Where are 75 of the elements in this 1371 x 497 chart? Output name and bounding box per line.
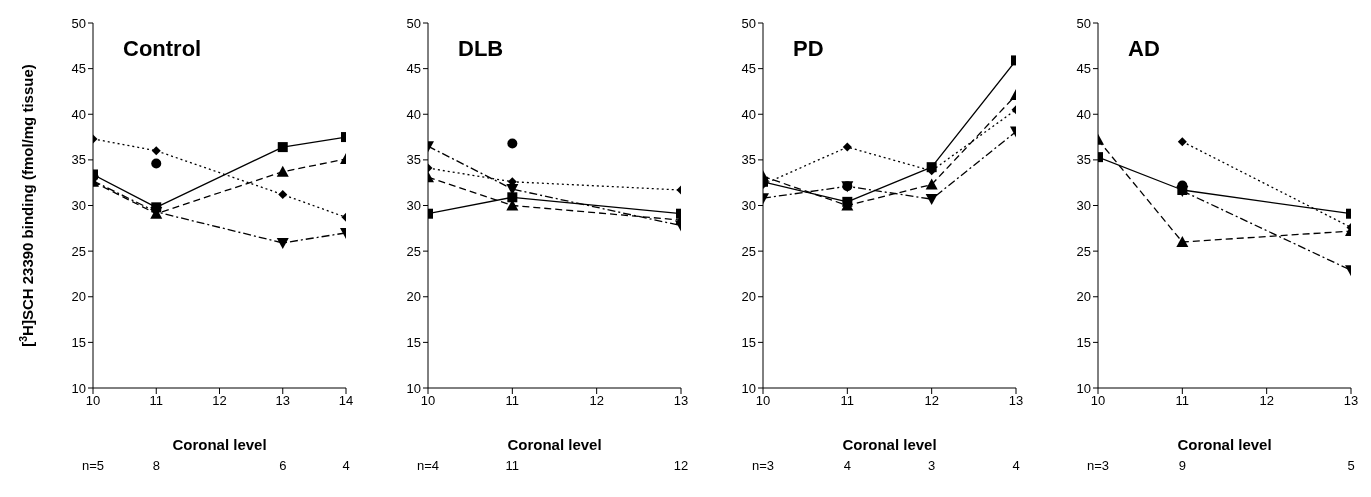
y-tick-label: 15 xyxy=(406,334,421,350)
text: 11 xyxy=(505,458,520,474)
x-tick-label: 13 xyxy=(275,393,290,409)
y-tick-label: 15 xyxy=(71,334,86,350)
y-tick-label: 50 xyxy=(741,15,756,31)
text: Control xyxy=(123,36,202,62)
y-tick-label: 45 xyxy=(71,61,86,77)
text: AD xyxy=(1128,36,1160,62)
x-tick-label: 13 xyxy=(1008,393,1024,409)
y-tick-label: 30 xyxy=(71,198,86,214)
y-tick-label: 15 xyxy=(741,334,756,350)
y-tick-label: 20 xyxy=(406,289,421,305)
text: PD xyxy=(793,36,824,62)
x-tick-label: 11 xyxy=(149,393,163,409)
text: n=3 xyxy=(751,458,775,474)
y-tick-label: 20 xyxy=(71,289,86,305)
y-tick-label: 25 xyxy=(1076,243,1091,259)
x-tick-label: 12 xyxy=(212,393,227,409)
y-tick-label: 10 xyxy=(71,380,86,396)
y-tick-label: 20 xyxy=(1076,289,1091,305)
x-tick-label: 12 xyxy=(1259,393,1274,409)
y-tick-label: 45 xyxy=(741,61,756,77)
x-tick-label: 10 xyxy=(755,393,771,409)
y-tick-label: 15 xyxy=(1076,334,1091,350)
text: n=5 xyxy=(81,458,105,474)
y-tick-label: 50 xyxy=(71,15,86,31)
text: 5 xyxy=(1347,458,1355,474)
x-tick-label: 10 xyxy=(1090,393,1106,409)
x-axis-title: Coronal level xyxy=(1177,436,1272,453)
y-tick-label: 50 xyxy=(1076,15,1091,31)
text: 12 xyxy=(673,458,689,474)
y-tick-label: 25 xyxy=(741,243,756,259)
y-tick-label: 10 xyxy=(1076,380,1091,396)
x-tick-label: 10 xyxy=(420,393,436,409)
y-tick-label: 30 xyxy=(406,198,421,214)
y-tick-label: 30 xyxy=(741,198,756,214)
x-tick-label: 14 xyxy=(338,393,354,409)
y-tick-label: 40 xyxy=(406,106,421,122)
text: 4 xyxy=(342,458,350,474)
y-tick-label: 30 xyxy=(1076,198,1091,214)
text: 4 xyxy=(843,458,851,474)
y-tick-label: 35 xyxy=(406,152,421,168)
y-tick-label: 25 xyxy=(71,243,86,259)
y-tick-label: 45 xyxy=(406,61,421,77)
text: n=4 xyxy=(416,458,440,474)
x-tick-label: 13 xyxy=(1343,393,1359,409)
y-tick-label: 35 xyxy=(1076,152,1091,168)
text: 6 xyxy=(279,458,287,474)
text: 4 xyxy=(1012,458,1020,474)
text: 3 xyxy=(928,458,936,474)
x-tick-label: 11 xyxy=(1175,393,1190,409)
x-axis-title: Coronal level xyxy=(842,436,937,453)
y-tick-label: 20 xyxy=(741,289,756,305)
y-tick-label: 40 xyxy=(71,106,86,122)
x-tick-label: 11 xyxy=(840,393,855,409)
y-tick-label: 10 xyxy=(741,380,756,396)
x-tick-label: 10 xyxy=(85,393,101,409)
text: DLB xyxy=(458,36,504,62)
y-tick-label: 10 xyxy=(406,380,421,396)
x-axis-title: Coronal level xyxy=(507,436,602,453)
text: 9 xyxy=(1178,458,1186,474)
text: n=3 xyxy=(1086,458,1110,474)
y-tick-label: 25 xyxy=(406,243,421,259)
y-tick-label: 50 xyxy=(406,15,421,31)
text: 8 xyxy=(152,458,160,474)
x-tick-label: 12 xyxy=(589,393,604,409)
y-tick-label: 45 xyxy=(1076,61,1091,77)
x-axis-title: Coronal level xyxy=(172,436,267,453)
y-tick-label: 40 xyxy=(741,106,756,122)
y-tick-label: 35 xyxy=(741,152,756,168)
y-tick-label: 35 xyxy=(71,152,86,168)
y-tick-label: 40 xyxy=(1076,106,1091,122)
x-tick-label: 13 xyxy=(673,393,689,409)
x-tick-label: 11 xyxy=(505,393,520,409)
x-tick-label: 12 xyxy=(924,393,939,409)
